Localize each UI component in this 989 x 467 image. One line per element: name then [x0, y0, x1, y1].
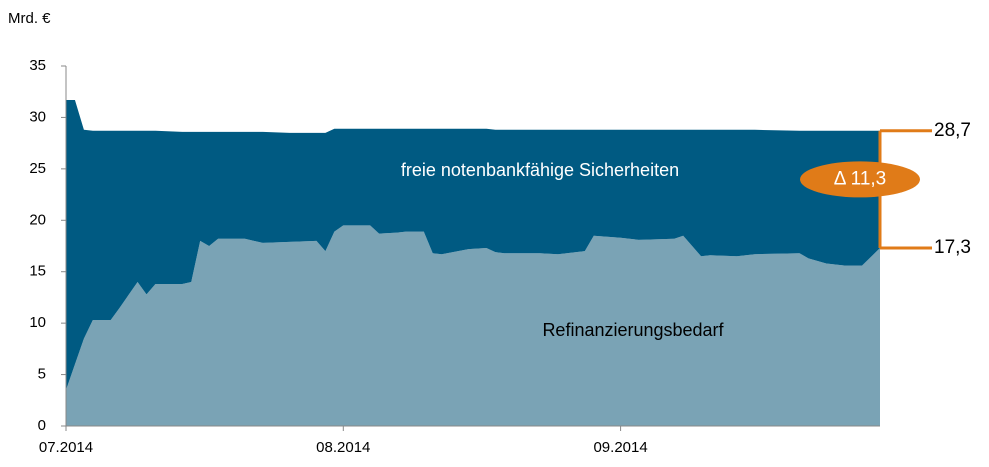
- y-tick-label: 20: [29, 211, 46, 228]
- area: [66, 225, 880, 426]
- annotation-label: 28,7: [934, 120, 971, 141]
- x-tick-label: 07.2014: [39, 439, 93, 456]
- y-tick-label: 10: [29, 314, 46, 331]
- y-tick-label: 30: [29, 108, 46, 125]
- area: [66, 99, 880, 390]
- y-axis-label: Mrd. €: [8, 10, 51, 27]
- y-tick-label: 5: [38, 366, 46, 383]
- series-label: freie notenbankfähige Sicherheiten: [401, 160, 679, 180]
- delta-label: Δ 11,3: [834, 168, 887, 189]
- series-label: Refinanzierungsbedarf: [542, 320, 724, 340]
- annotation-label: 17,3: [934, 237, 971, 258]
- delta-badge: [800, 161, 920, 198]
- y-tick-label: 25: [29, 160, 46, 177]
- x-tick-label: 08.2014: [316, 439, 370, 456]
- x-tick-label: 09.2014: [593, 439, 647, 456]
- y-tick-label: 35: [29, 57, 46, 74]
- y-tick-label: 0: [38, 417, 46, 434]
- y-tick-label: 15: [29, 263, 46, 280]
